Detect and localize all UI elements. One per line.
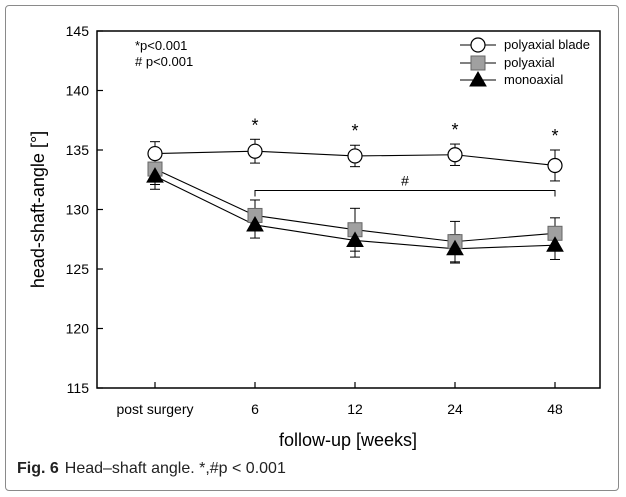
y-tick-label: 135 [66,142,90,158]
figure-caption: Fig. 6 Head–shaft angle. *,#p < 0.001 [17,460,286,478]
y-tick-label: 130 [66,202,90,218]
annotation-star: *p<0.001 [135,38,187,53]
x-axis-label: follow-up [weeks] [279,430,417,450]
x-tick-label: 12 [347,401,363,417]
y-tick-label: 115 [67,380,90,396]
y-tick-label: 140 [66,83,90,99]
y-axis-label: head-shaft-angle [°] [28,131,48,288]
data-point-circle [347,148,363,164]
x-tick-label: 48 [547,401,563,417]
significance-hash: # [401,172,409,188]
figure-label: Fig. 6 [17,460,59,477]
data-point-triangle [146,167,164,183]
annotation-hash: # p<0.001 [135,54,193,69]
data-point-triangle [546,236,564,252]
y-tick-label: 125 [66,261,90,277]
significance-star: * [451,120,458,140]
y-tick-label: 145 [66,23,90,39]
x-tick-label: 6 [251,401,259,417]
x-tick-label: post surgery [116,401,193,417]
significance-bracket [254,189,556,197]
legend-label: monoaxial [504,72,563,87]
x-tick-label: 24 [447,401,463,417]
legend-label: polyaxial [504,55,555,70]
significance-star: * [251,115,258,135]
significance-star: * [351,121,358,141]
legend-marker-circle [470,37,486,53]
legend-label: polyaxial blade [504,37,590,52]
data-point-triangle [246,215,264,232]
legend-marker-square [470,55,486,71]
figure-frame [5,5,619,491]
data-point-circle [547,157,563,174]
data-point-triangle [346,231,364,247]
data-point-triangle [446,239,464,256]
y-tick-label: 120 [66,321,90,337]
significance-star: * [551,126,558,146]
caption-text: Head–shaft angle. *,#p < 0.001 [64,460,286,477]
data-point-circle [147,145,163,162]
legend-marker-triangle [469,70,487,87]
data-point-circle [447,147,463,163]
data-point-circle [247,143,263,159]
